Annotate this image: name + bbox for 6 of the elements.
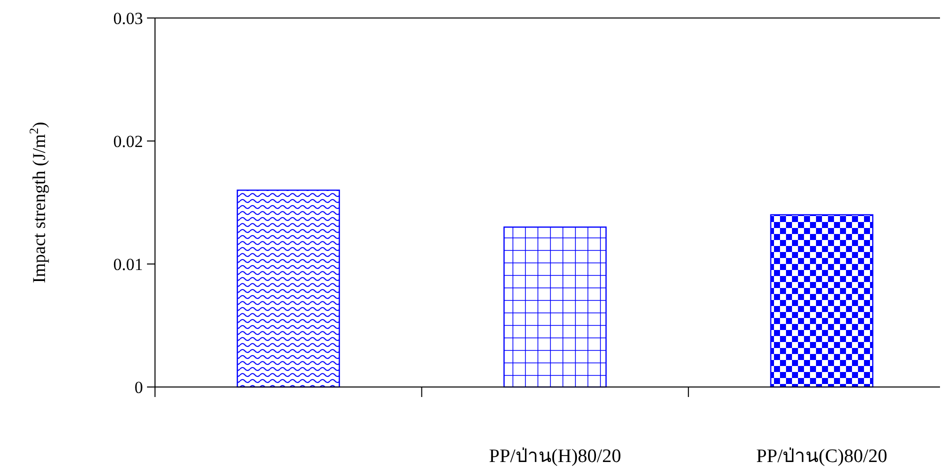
y-tick-label: 0.03 bbox=[113, 9, 143, 28]
y-tick-label: 0 bbox=[134, 378, 143, 397]
x-tick-label: PP/ป่าน(C)80/20 bbox=[756, 446, 888, 467]
y-tick-label: 0.02 bbox=[113, 132, 143, 151]
x-tick-label: PP/ป่าน(H)80/20 bbox=[489, 446, 622, 467]
y-tick-label: 0.01 bbox=[113, 255, 143, 274]
